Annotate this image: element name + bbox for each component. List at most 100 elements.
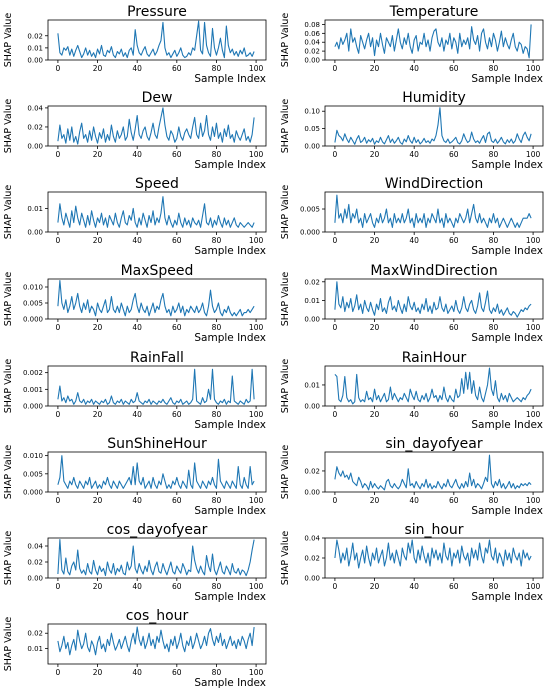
- winddirection-xlabel: Sample Index: [471, 245, 543, 257]
- cos-dayofyear-xtick-label: 60: [172, 582, 182, 591]
- rainfall-title: RainFall: [130, 350, 184, 366]
- winddirection-xtick-label: 0: [333, 236, 338, 245]
- cos-hour-xtick-label: 20: [93, 668, 103, 677]
- humidity-xtick-label: 80: [489, 150, 499, 159]
- winddirection-xtick-label: 100: [526, 236, 541, 245]
- temperature-ytick-label: 0.08: [304, 21, 320, 29]
- sunshinehour-xtick-label: 60: [172, 496, 182, 505]
- sunshinehour-xtick-label: 0: [56, 496, 61, 505]
- speed-xtick-label: 100: [249, 236, 264, 245]
- sin-dayofyear-xlabel: Sample Index: [471, 505, 543, 517]
- maxspeed-ytick-label: 0.010: [23, 284, 43, 292]
- temperature-ytick-label: 0.02: [304, 48, 320, 56]
- sunshinehour-xtick-label: 80: [212, 496, 222, 505]
- maxspeed-title: MaxSpeed: [121, 263, 194, 279]
- maxwinddirection-ytick-label: 0.01: [304, 297, 320, 305]
- temperature-xtick-label: 100: [526, 64, 541, 73]
- rainhour-ylabel: SHAP Value: [280, 359, 291, 414]
- temperature-ytick-label: 0.06: [304, 30, 320, 38]
- dew-plot-frame: [47, 105, 267, 147]
- winddirection-ylabel: SHAP Value: [280, 185, 291, 240]
- speed-ytick-label: 0.01: [27, 205, 43, 213]
- pressure-series-line: [57, 20, 255, 59]
- sin-dayofyear-ytick-label: 0.00: [304, 489, 320, 497]
- pressure-ytick-label: 0.01: [27, 44, 43, 52]
- rainfall-xtick-label: 40: [132, 410, 142, 419]
- rainfall-ytick-label: 0.002: [23, 369, 43, 377]
- speed-xtick-label: 40: [132, 236, 142, 245]
- humidity-xtick-label: 40: [409, 150, 419, 159]
- pressure-xtick-label: 20: [93, 64, 103, 73]
- humidity-xtick-label: 100: [526, 150, 541, 159]
- rainfall-xlabel: Sample Index: [194, 419, 266, 431]
- dew-xlabel: Sample Index: [194, 159, 266, 171]
- humidity-xlabel: Sample Index: [471, 159, 543, 171]
- cos-hour-ytick-label: 0.01: [27, 645, 43, 653]
- maxwinddirection-xtick-label: 20: [370, 323, 380, 332]
- maxwinddirection-xlabel: Sample Index: [471, 332, 543, 344]
- temperature-xtick-label: 80: [489, 64, 499, 73]
- temperature-xtick-label: 60: [449, 64, 459, 73]
- maxwinddirection-series-line: [334, 281, 532, 318]
- pressure-ytick-label: 0.02: [27, 32, 43, 40]
- rainhour-series-line: [334, 367, 532, 405]
- sin-hour-series-line: [334, 539, 532, 569]
- humidity-ytick-label: 0.05: [304, 125, 320, 133]
- rainfall-ytick-label: 0.000: [23, 403, 43, 411]
- cos-dayofyear-xtick-label: 20: [93, 582, 103, 591]
- winddirection-xtick-label: 80: [489, 236, 499, 245]
- dew-xtick-label: 60: [172, 150, 182, 159]
- sunshinehour-xtick-label: 100: [249, 496, 264, 505]
- rainfall-xtick-label: 0: [56, 410, 61, 419]
- rainhour-xtick-label: 100: [526, 410, 541, 419]
- sunshinehour-ytick-label: 0.010: [23, 452, 43, 460]
- rainfall-xtick-label: 60: [172, 410, 182, 419]
- pressure-xtick-label: 60: [172, 64, 182, 73]
- winddirection-title: WindDirection: [385, 176, 483, 192]
- sunshinehour-ytick-label: 0.000: [23, 489, 43, 497]
- rainhour-xtick-label: 40: [409, 410, 419, 419]
- speed-xtick-label: 20: [93, 236, 103, 245]
- pressure-title: Pressure: [127, 4, 187, 20]
- temperature-xtick-label: 0: [333, 64, 338, 73]
- cos-hour-series-line: [57, 626, 255, 656]
- rainhour-xtick-label: 80: [489, 410, 499, 419]
- cos-hour-xtick-label: 0: [56, 668, 61, 677]
- cos-dayofyear-xtick-label: 80: [212, 582, 222, 591]
- sin-hour-xtick-label: 40: [409, 582, 419, 591]
- sin-hour-xtick-label: 100: [526, 582, 541, 591]
- rainhour-title: RainHour: [402, 350, 467, 366]
- dew-xtick-label: 100: [249, 150, 264, 159]
- sin-hour-xlabel: Sample Index: [471, 591, 543, 603]
- sunshinehour-xtick-label: 40: [132, 496, 142, 505]
- temperature-xtick-label: 40: [409, 64, 419, 73]
- rainfall-series-line: [57, 368, 255, 405]
- rainfall-ytick-label: 0.001: [23, 386, 43, 394]
- cos-hour-xtick-label: 100: [249, 668, 264, 677]
- rainhour-ytick-label: 0.00: [304, 403, 320, 411]
- temperature-ylabel: SHAP Value: [280, 13, 291, 68]
- cos-hour-xtick-label: 40: [132, 668, 142, 677]
- winddirection-xtick-label: 40: [409, 236, 419, 245]
- rainhour-xtick-label: 0: [333, 410, 338, 419]
- temperature-xtick-label: 20: [370, 64, 380, 73]
- sunshinehour-plot-frame: [47, 451, 267, 493]
- sin-hour-xtick-label: 0: [333, 582, 338, 591]
- cos-dayofyear-xtick-label: 0: [56, 582, 61, 591]
- rainfall-plot-frame: [47, 365, 267, 407]
- sin-dayofyear-xtick-label: 0: [333, 496, 338, 505]
- rainfall-xtick-label: 20: [93, 410, 103, 419]
- cos-dayofyear-ylabel: SHAP Value: [3, 531, 14, 586]
- sin-hour-xtick-label: 80: [489, 582, 499, 591]
- maxwinddirection-xtick-label: 60: [449, 323, 459, 332]
- winddirection-ytick-label: 0.005: [300, 206, 320, 214]
- maxwinddirection-xtick-label: 0: [333, 323, 338, 332]
- maxspeed-xtick-label: 0: [56, 323, 61, 332]
- cos-dayofyear-xtick-label: 100: [249, 582, 264, 591]
- cos-hour-title: cos_hour: [126, 608, 189, 624]
- rainhour-xlabel: Sample Index: [471, 419, 543, 431]
- sunshinehour-series-line: [57, 455, 255, 489]
- maxspeed-xtick-label: 80: [212, 323, 222, 332]
- cos-dayofyear-series-line: [57, 539, 255, 577]
- dew-title: Dew: [142, 90, 173, 106]
